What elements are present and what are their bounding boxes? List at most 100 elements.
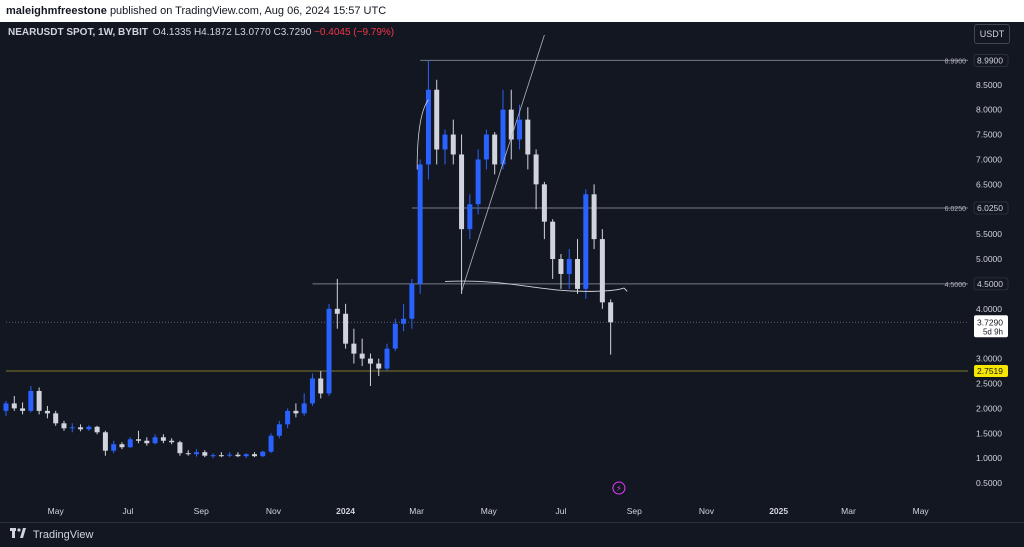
candle-body: [144, 440, 150, 444]
candle-body: [185, 453, 191, 455]
candle-body: [309, 378, 315, 404]
candle-body: [127, 439, 133, 448]
x-axis-tick-label: 2024: [336, 506, 355, 516]
currency-button[interactable]: USDT: [974, 24, 1010, 44]
y-axis-tick-label: 8.5000: [976, 80, 1002, 90]
candle-body: [160, 437, 166, 441]
trend-line: [461, 34, 545, 292]
candle-body: [558, 259, 564, 274]
symbol-legend: NEARUSDT SPOT, 1W, BYBIT O4.1335 H4.1872…: [8, 27, 394, 38]
candle-body: [401, 318, 407, 324]
ohlc-change: −0.4045 (−9.79%): [314, 27, 395, 38]
y-axis-tick-label: 4.0000: [976, 304, 1002, 314]
level-line-label: 8.9900: [945, 58, 967, 65]
candle-body: [533, 154, 539, 185]
candle-body: [243, 454, 249, 457]
price-chart[interactable]: 8.9900 6.0250 4.5000 ⚡ 0.5000 1.0000 1.5000 2.0…: [0, 22, 1024, 522]
candle-body: [459, 154, 465, 230]
chart-area[interactable]: 8.9900 6.0250 4.5000 ⚡ 0.5000 1.0000 1.5000 2.0…: [0, 22, 1024, 522]
event-marker-icon: [612, 481, 626, 495]
candle-body: [599, 239, 605, 303]
candle-body: [44, 410, 50, 414]
candle-body: [69, 427, 75, 429]
x-axis-tick-label: Jul: [122, 506, 133, 516]
candle-body: [359, 353, 365, 359]
candle-body: [28, 390, 34, 411]
x-axis-tick-label: May: [481, 506, 498, 516]
y-axis-tick-label: 2.0000: [976, 403, 1002, 413]
x-axis-tick-label: Mar: [409, 506, 424, 516]
x-axis-tick-label: May: [48, 506, 65, 516]
candle-body: [235, 454, 241, 457]
candle-body: [202, 452, 208, 456]
candle-body: [541, 184, 547, 222]
candle-body: [475, 159, 481, 205]
candle-body: [384, 348, 390, 369]
candle-body: [608, 302, 614, 323]
candle-body: [285, 410, 291, 425]
y-axis-tick-label: 1.0000: [976, 453, 1002, 463]
candle-body: [500, 109, 506, 165]
countdown-label: 5d 9h: [983, 327, 1003, 336]
footer-bar: TradingView: [0, 522, 1024, 547]
event-marker-glyph: ⚡: [616, 484, 622, 493]
candle-body: [483, 134, 489, 160]
candle-body: [326, 308, 332, 394]
x-axis-tick-label: Mar: [841, 506, 856, 516]
candle-body: [152, 437, 158, 444]
support-price-label: 2.7519: [977, 366, 1003, 376]
x-axis-tick-label: 2025: [769, 506, 788, 516]
candle-body: [334, 308, 340, 314]
ohlc-close: C3.7290: [273, 27, 312, 38]
support-price-label-box: [974, 364, 1008, 377]
candle-body: [392, 323, 398, 349]
candle-body: [136, 439, 142, 441]
x-axis-tick-label: Nov: [699, 506, 715, 516]
y-axis-tick-label: 7.0000: [976, 154, 1002, 164]
candle-body: [351, 343, 357, 354]
footer-brand[interactable]: TradingView: [32, 529, 94, 541]
level-price-label-box: [973, 201, 1009, 215]
candle-body: [36, 390, 42, 411]
level-price-label: 4.5000: [977, 279, 1003, 289]
candle-body: [566, 259, 572, 274]
y-axis-tick-label: 0.5000: [976, 478, 1002, 488]
candle-body: [434, 89, 440, 150]
level-line-label: 6.0250: [945, 206, 967, 213]
candle-body: [268, 435, 274, 452]
candle-body: [367, 358, 373, 364]
symbol-title[interactable]: NEARUSDT SPOT, 1W, BYBIT: [8, 27, 149, 38]
candle-body: [111, 444, 117, 451]
publisher-name[interactable]: maleighmfreestone: [6, 5, 107, 17]
candle-body: [194, 452, 200, 455]
candle-body: [61, 423, 67, 429]
candle-body: [177, 442, 183, 454]
level-line-label: 4.5000: [945, 282, 967, 289]
candle-body: [591, 194, 597, 240]
candle-body: [102, 432, 108, 451]
level-price-label-box: [973, 54, 1009, 67]
candle-body: [94, 426, 100, 433]
candle-body: [3, 403, 9, 411]
tradingview-logo-icon[interactable]: [10, 523, 26, 547]
candle-body: [376, 363, 382, 369]
candle-body: [218, 455, 224, 457]
candle-body: [417, 164, 423, 284]
x-axis-tick-label: Jul: [556, 506, 567, 516]
candle-body: [78, 427, 84, 430]
drawn-arc: [416, 99, 429, 170]
candle-body: [251, 454, 257, 457]
x-axis-tick-label: Nov: [266, 506, 282, 516]
current-price-label-box: [974, 315, 1008, 338]
y-axis-tick-label: 7.5000: [976, 130, 1002, 140]
y-axis-tick-label: 8.0000: [976, 105, 1002, 115]
candle-body: [425, 89, 431, 165]
candle-body: [169, 440, 175, 443]
candle-body: [11, 403, 17, 409]
candle-body: [343, 313, 349, 344]
level-price-label-box: [973, 277, 1009, 291]
candle-body: [467, 204, 473, 230]
candle-body: [276, 424, 282, 436]
candle-body: [119, 444, 125, 448]
publish-info: published on TradingView.com, Aug 06, 20…: [109, 5, 387, 17]
